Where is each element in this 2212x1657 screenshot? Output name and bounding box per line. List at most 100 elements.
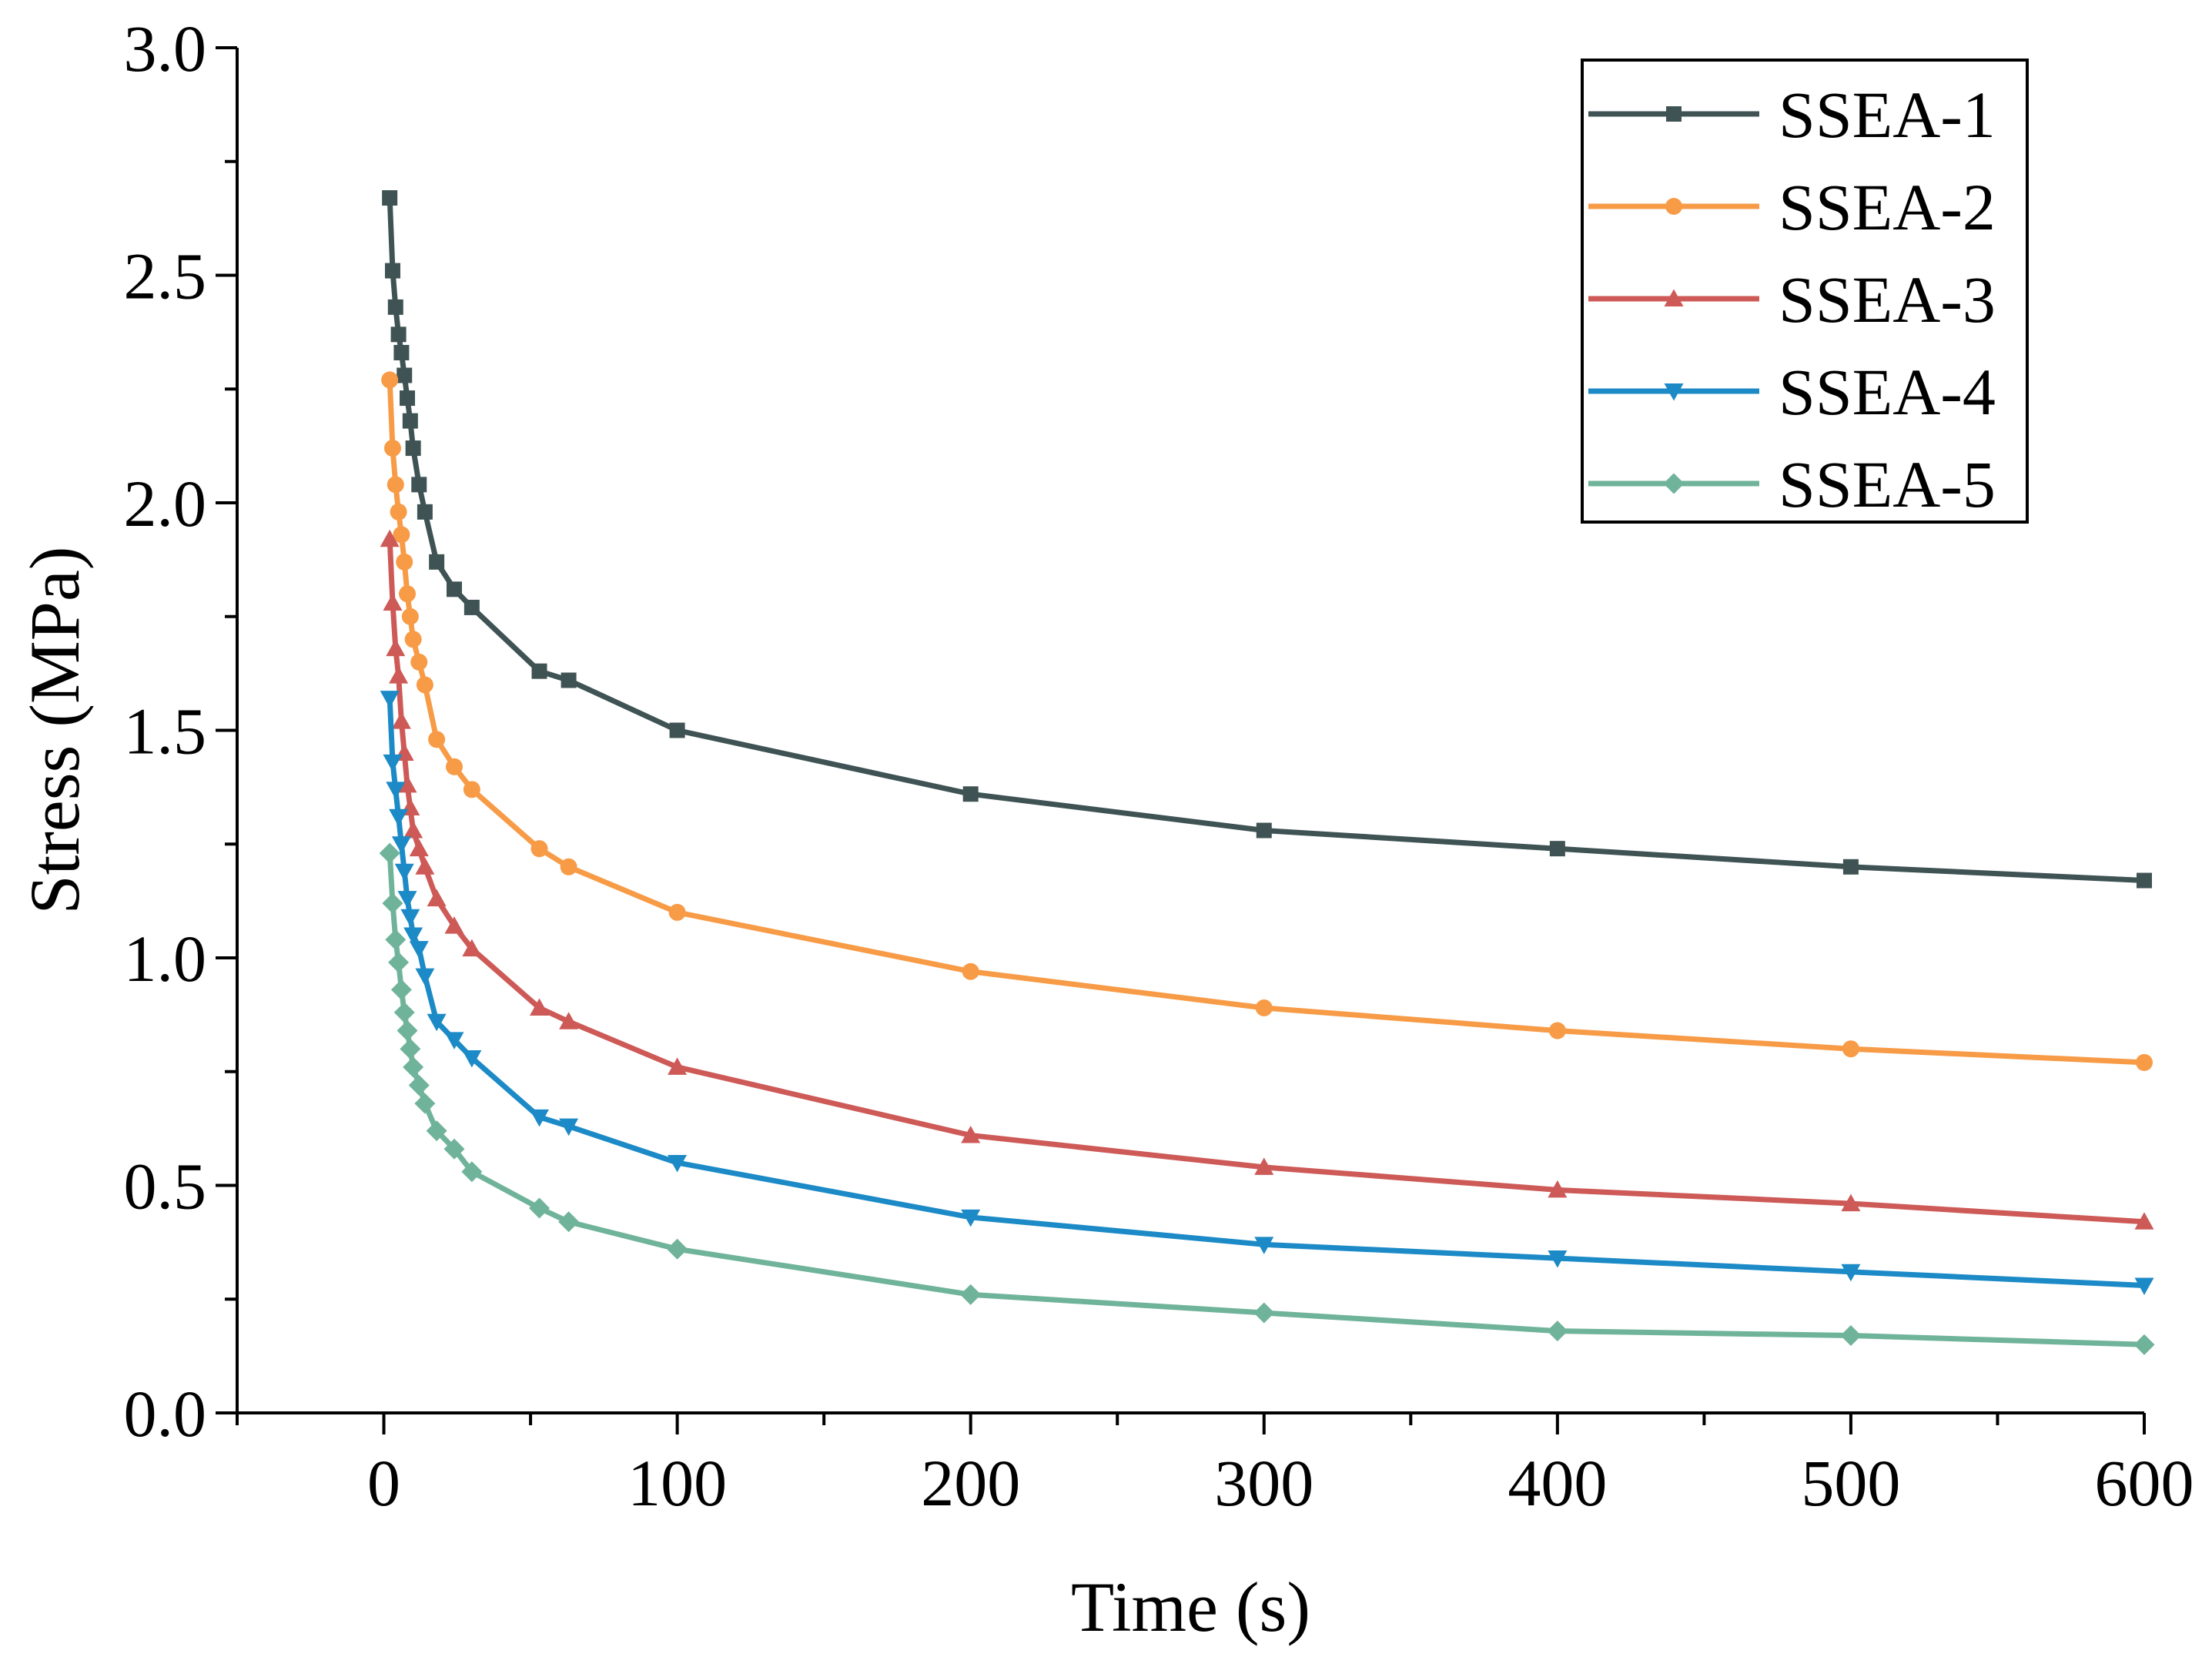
data-point [669,722,685,738]
data-point [393,526,410,544]
y-tick-label: 0.0 [124,1377,207,1451]
series-line [387,380,2145,1066]
data-point [384,263,400,279]
y-tick-label: 2.0 [124,467,207,541]
data-point [399,585,417,603]
data-point [668,1057,688,1075]
data-point [463,781,480,798]
data-point [531,663,547,679]
x-tick-label: 400 [1508,1446,1607,1520]
data-point [396,553,413,571]
data-point [961,1125,981,1143]
data-point [2134,1212,2154,1230]
y-tick-label: 1.0 [124,922,207,996]
legend-item: SSEA-1 [1588,78,1996,152]
series-ssea-3 [380,529,2154,1230]
data-point [668,1154,688,1173]
x-tick-label: 100 [627,1446,727,1520]
data-point [558,1211,580,1233]
data-point [1255,999,1273,1017]
data-point [1841,1264,1861,1282]
data-point [2137,872,2152,889]
data-point [382,190,398,206]
y-tick-label: 2.5 [124,239,207,313]
data-point [1547,1321,1568,1342]
data-point [405,440,421,457]
data-point [2134,1277,2154,1296]
data-point [383,440,401,457]
data-point [1665,198,1682,215]
y-tick-label: 1.5 [124,695,207,768]
data-point [960,1284,982,1305]
data-point [386,638,406,657]
data-point [411,477,427,493]
data-point [443,1138,465,1160]
series-ssea-1 [382,190,2152,889]
data-point [427,889,447,907]
data-point [1548,1022,1566,1039]
legend: SSEA-1 SSEA-2 SSEA-3 SSEA-4 SSEA-5 [1581,59,2029,524]
data-point [391,836,411,854]
data-point [385,929,407,950]
data-point [429,554,445,570]
data-point [461,1161,483,1183]
data-point [381,371,399,389]
data-point [388,952,410,973]
data-point [1840,1325,1862,1347]
data-point [428,731,446,748]
data-point [390,326,407,343]
data-point [462,939,482,957]
data-point [415,968,435,986]
data-point [387,299,403,315]
data-point [1842,1040,1859,1058]
series-line [387,698,2145,1288]
data-point [403,1056,424,1078]
data-point [2136,1053,2153,1071]
data-point [444,916,464,934]
data-point [408,1074,430,1096]
data-point [561,672,577,688]
legend-label: SSEA-4 [1779,355,1996,429]
legend-item: SSEA-5 [1588,447,1996,521]
data-point [386,782,406,799]
data-point [390,979,412,1000]
data-point [1549,841,1565,857]
legend-label: SSEA-1 [1779,78,1996,152]
data-point [1548,1180,1568,1198]
series-ssea-5 [379,842,2155,1355]
data-point [529,1197,550,1219]
legend-label: SSEA-2 [1779,170,1996,244]
data-point [426,1120,447,1142]
data-point [383,593,403,611]
series-line [387,852,2145,1347]
data-point [397,367,413,383]
legend-box [1581,59,2029,524]
data-point [559,1012,579,1029]
data-point [1256,822,1272,839]
legend-label: SSEA-5 [1779,447,1996,521]
data-point [962,962,979,980]
legend-item: SSEA-3 [1588,263,1996,336]
data-point [2133,1334,2155,1355]
data-point [397,891,417,909]
x-tick-label: 300 [1214,1446,1313,1520]
data-point [383,754,403,772]
data-point [393,1002,415,1023]
data-point [668,903,686,921]
data-point [560,858,577,875]
data-point [667,1238,688,1260]
data-point [414,1093,436,1114]
data-point [410,653,428,671]
data-point [530,1109,550,1127]
data-point [409,941,429,959]
data-point [427,1013,447,1032]
data-point [379,842,400,864]
data-point [1548,1250,1568,1268]
data-point [400,390,416,407]
data-point [1664,383,1684,401]
data-point [391,711,411,729]
data-point [404,631,422,648]
legend-item: SSEA-4 [1588,355,1996,429]
data-point [1254,1157,1274,1175]
